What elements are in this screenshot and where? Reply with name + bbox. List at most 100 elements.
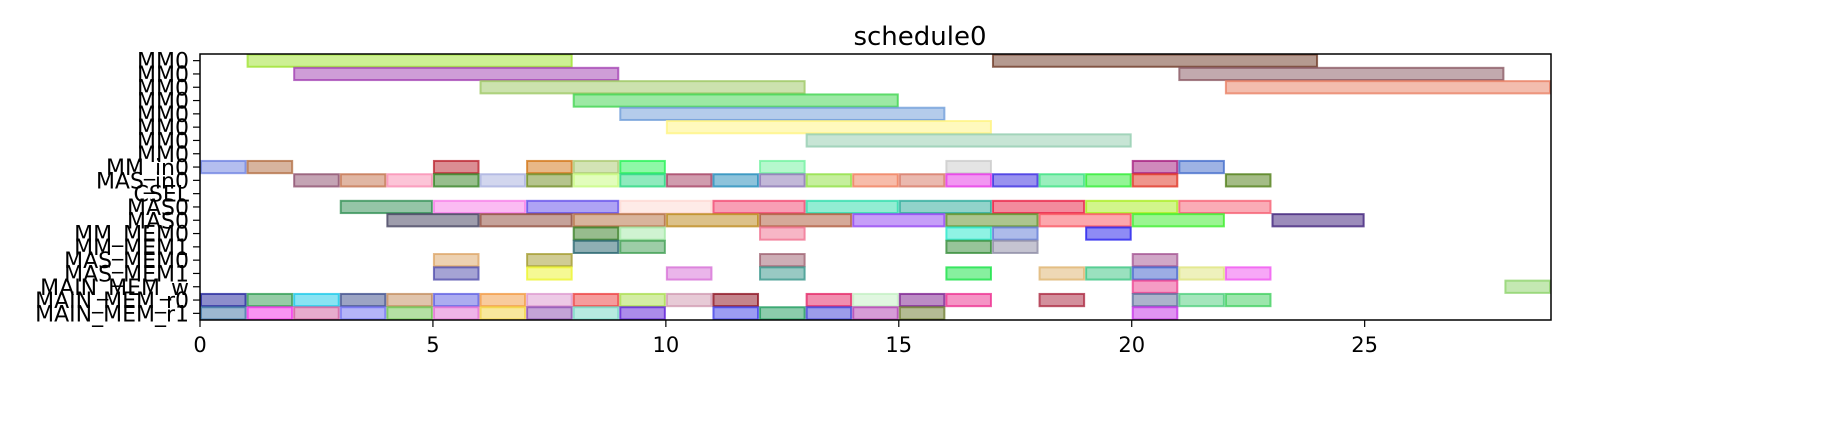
chart-title: schedule0 — [853, 22, 986, 52]
task-bar — [200, 159, 247, 175]
task-bar — [432, 173, 480, 188]
task-bar — [1131, 173, 1179, 188]
x-ticks: 0 5 10 15 20 25 — [193, 320, 1378, 357]
task-bar — [432, 306, 480, 321]
task-bar — [619, 173, 666, 188]
task-bar — [898, 292, 946, 308]
task-bar — [759, 226, 806, 241]
task-bar — [945, 226, 992, 241]
task-bar — [805, 173, 853, 188]
row-label: MAS_in0 — [96, 169, 189, 194]
task-bar — [898, 173, 946, 188]
row-label: MM0 — [137, 143, 189, 168]
task-bar — [1131, 213, 1225, 228]
task-bar — [339, 173, 387, 188]
x-tick-label: 0 — [193, 333, 206, 357]
task-bar — [852, 213, 946, 228]
task-bar — [526, 253, 573, 268]
task-bar — [1504, 279, 1552, 294]
task-bar — [945, 292, 992, 308]
task-bar — [1178, 292, 1225, 308]
task-bar — [1038, 213, 1132, 228]
task-bar — [1085, 173, 1132, 188]
task-bar — [665, 292, 713, 308]
task-bar — [1038, 292, 1086, 308]
row-label: MM0 — [137, 116, 189, 141]
row-label: MAS0 — [127, 209, 189, 234]
task-bar — [386, 292, 433, 308]
task-bar — [898, 306, 946, 321]
task-bar — [339, 199, 433, 215]
task-bars — [200, 53, 1552, 321]
task-bar — [432, 266, 480, 281]
task-bar — [246, 53, 573, 68]
row-label: MM_in0 — [106, 156, 189, 181]
task-bar — [479, 306, 527, 321]
task-bar — [386, 173, 433, 188]
row-labels: MM0MM0MM0MM0MM0MM0MM0MM0MM_in0MAS_in0CSE… — [35, 50, 200, 327]
task-bar — [1131, 266, 1179, 281]
row-label: MAS0 — [127, 196, 189, 221]
task-bar — [1224, 173, 1272, 188]
task-bar — [1178, 199, 1272, 215]
task-bar — [572, 213, 666, 228]
task-bar — [246, 306, 294, 321]
task-bar — [665, 266, 713, 281]
task-bar — [991, 199, 1086, 215]
task-bar — [1131, 279, 1179, 294]
task-bar — [293, 306, 340, 321]
task-bar — [1178, 159, 1225, 175]
task-bar — [1038, 173, 1086, 188]
task-bar — [572, 306, 620, 321]
task-bar — [1131, 159, 1179, 175]
x-tick-label: 10 — [652, 333, 679, 357]
task-bar — [805, 199, 899, 215]
task-bar — [1131, 292, 1179, 308]
task-bar — [572, 226, 620, 241]
task-bar — [945, 266, 992, 281]
task-bar — [432, 253, 480, 268]
task-bar — [1178, 66, 1505, 82]
task-bar — [759, 266, 806, 281]
task-bar — [432, 199, 527, 215]
task-bar — [619, 226, 666, 241]
task-bar — [712, 306, 760, 321]
row-label: MM0 — [137, 90, 189, 115]
task-bar — [479, 292, 527, 308]
row-label: MAIN_MEM_r0 — [35, 289, 189, 314]
task-bar — [1038, 266, 1086, 281]
x-tick-label: 15 — [885, 333, 912, 357]
task-bar — [526, 159, 573, 175]
task-bar — [852, 306, 899, 321]
task-bar — [945, 173, 992, 188]
task-bar — [339, 306, 387, 321]
row-label: MAS_MEM0 — [64, 249, 189, 274]
task-bar — [619, 106, 946, 121]
task-bar — [479, 213, 573, 228]
task-bar — [432, 159, 480, 175]
x-tick-label: 5 — [426, 333, 439, 357]
task-bar — [572, 173, 620, 188]
task-bar — [572, 159, 620, 175]
task-bar — [852, 292, 899, 308]
task-bar — [432, 292, 480, 308]
task-bar — [479, 80, 806, 95]
task-bar — [619, 159, 666, 175]
task-bar — [898, 199, 992, 215]
task-bar — [991, 239, 1039, 254]
task-bar — [1224, 292, 1272, 308]
task-bar — [1085, 199, 1179, 215]
task-bar — [293, 173, 340, 188]
task-bar — [619, 239, 666, 254]
row-label: MAIN_MEM_w — [40, 276, 189, 301]
task-bar — [805, 306, 853, 321]
task-bar — [945, 213, 1039, 228]
task-bar — [991, 226, 1039, 241]
task-bar — [619, 199, 713, 215]
task-bar — [712, 199, 806, 215]
task-bar — [572, 239, 620, 254]
task-bar — [386, 213, 480, 228]
task-bar — [759, 159, 806, 175]
task-bar — [1224, 80, 1552, 95]
task-bar — [1178, 266, 1225, 281]
